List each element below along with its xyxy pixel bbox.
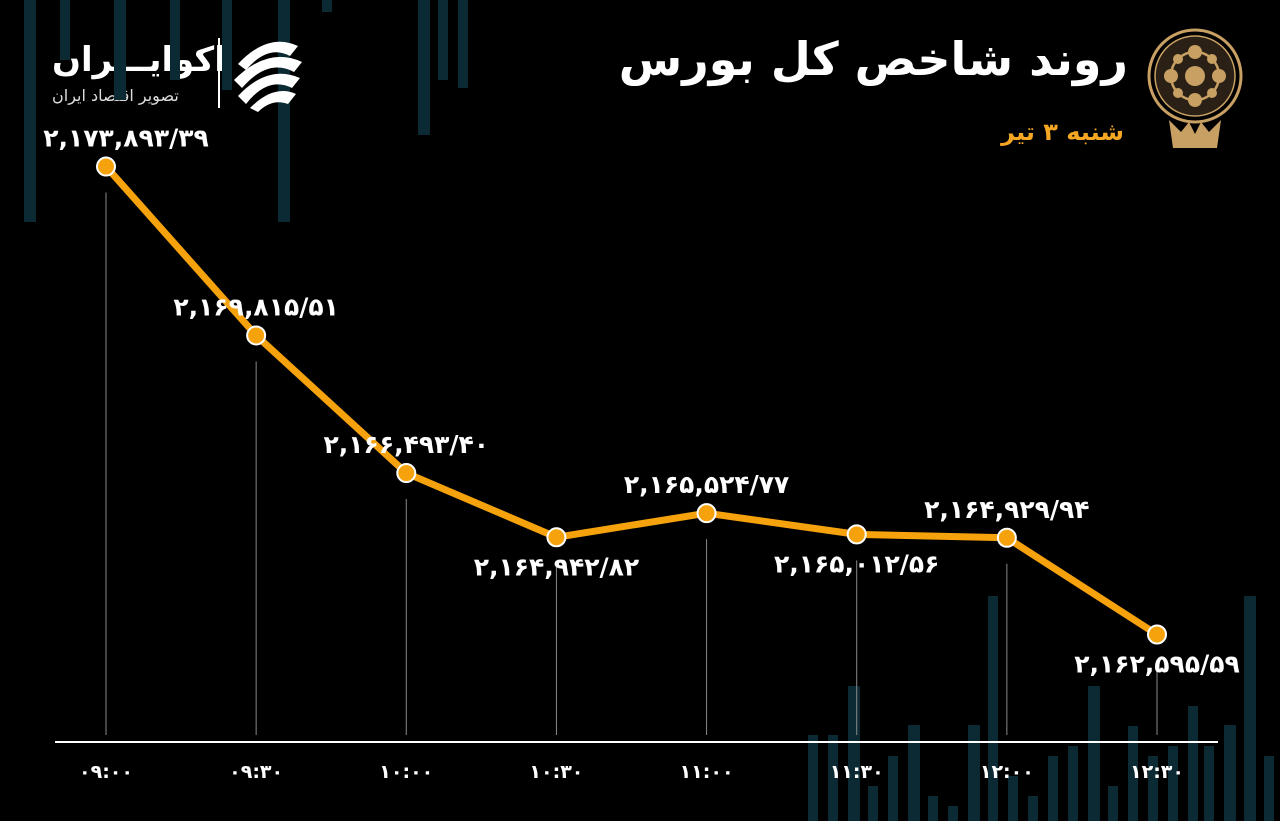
background-bar xyxy=(808,735,818,821)
background-bar xyxy=(888,756,898,821)
background-bar xyxy=(848,686,860,821)
background-bar xyxy=(24,0,36,222)
data-point xyxy=(546,527,567,548)
background-bar xyxy=(1188,706,1198,821)
data-point xyxy=(1147,624,1167,645)
data-point xyxy=(846,524,867,545)
background-bar xyxy=(1128,726,1138,821)
data-point xyxy=(396,463,417,484)
background-bar xyxy=(438,0,448,80)
background-bar xyxy=(988,596,998,821)
background-bar xyxy=(1068,746,1078,821)
chart-title: روند شاخص کل بورس xyxy=(618,32,1128,86)
data-point xyxy=(246,325,267,346)
background-bar xyxy=(322,0,332,12)
data-label: ۲,۱۶۶,۴۹۳/۴۰ xyxy=(324,430,489,459)
background-bar xyxy=(1028,796,1038,821)
background-bar xyxy=(1048,756,1058,821)
x-tick-label: ۱۲:۰۰ xyxy=(980,761,1034,783)
series-line xyxy=(102,163,1161,638)
data-labels: ۲,۱۷۳,۸۹۳/۳۹ ۲,۱۶۹,۸۱۵/۵۱ ۲,۱۶۶,۴۹۳/۴۰ ۲,۱۶… xyxy=(43,124,1239,679)
brand-divider xyxy=(218,38,220,108)
data-label: ۲,۱۷۳,۸۹۳/۳۹ xyxy=(43,124,208,153)
background-bar xyxy=(170,0,180,80)
stock-exchange-emblem-icon xyxy=(1147,28,1243,148)
background-bar xyxy=(458,0,468,88)
background-bar xyxy=(1244,596,1256,821)
background-bar xyxy=(1108,786,1118,821)
background-bar xyxy=(908,725,920,821)
background-bar xyxy=(1088,686,1100,821)
background-bar xyxy=(1264,756,1274,821)
background-bar xyxy=(928,796,938,821)
background-bar xyxy=(222,0,232,90)
background-bar xyxy=(868,786,878,821)
background-bar xyxy=(948,806,958,821)
data-label: ۲,۱۶۵,۰۱۲/۵۶ xyxy=(774,549,939,578)
data-label: ۲,۱۶۵,۵۲۴/۷۷ xyxy=(624,470,789,499)
ekoiran-logo-icon xyxy=(234,41,302,112)
data-point xyxy=(96,156,116,177)
data-point xyxy=(996,527,1017,548)
x-tick-labels: ۰۹:۰۰ ۰۹:۳۰ ۱۰:۰۰ ۱۰:۳۰ ۱۱:۰۰ ۱۱:۳۰ ۱۲:۰۰ ۱۲:۳۰ xyxy=(79,761,1184,783)
x-tick-label: ۱۱:۳۰ xyxy=(830,761,884,783)
data-label: ۲,۱۶۹,۸۱۵/۵۱ xyxy=(173,292,338,321)
background-bar xyxy=(114,0,126,100)
x-tick-label: ۱۰:۳۰ xyxy=(529,761,583,783)
x-tick-label: ۰۹:۳۰ xyxy=(229,761,283,783)
drop-lines xyxy=(105,192,1158,735)
data-label: ۲,۱۶۲,۵۹۵/۵۹ xyxy=(1074,649,1239,678)
data-label: ۲,۱۶۴,۹۴۲/۸۲ xyxy=(474,552,639,581)
background-bar xyxy=(1148,756,1158,821)
data-point xyxy=(696,503,717,524)
background-bar xyxy=(828,735,838,821)
brand-name: اکوایـــران xyxy=(52,40,226,80)
background-bar xyxy=(1224,725,1236,821)
data-label: ۲,۱۶۴,۹۲۹/۹۴ xyxy=(924,495,1089,524)
background-bar xyxy=(278,0,290,222)
background-bar xyxy=(1204,746,1214,821)
background-bar xyxy=(1168,746,1178,821)
x-tick-label: ۱۲:۳۰ xyxy=(1130,761,1184,783)
data-markers xyxy=(96,156,1167,645)
chart-date: شنبه ۳ تیر xyxy=(1001,118,1124,146)
x-tick-label: ۱۱:۰۰ xyxy=(680,761,734,783)
x-tick-label: ۱۰:۰۰ xyxy=(379,761,433,783)
background-bars xyxy=(24,0,1274,821)
background-bar xyxy=(968,725,980,821)
background-bar xyxy=(418,0,430,135)
background-bar xyxy=(60,0,70,60)
x-tick-label: ۰۹:۰۰ xyxy=(79,761,133,783)
background-bar xyxy=(1008,776,1018,821)
